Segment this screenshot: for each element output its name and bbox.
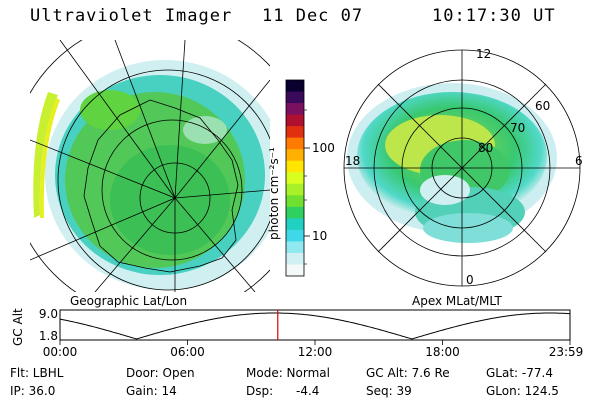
filter-status: Flt: LBHL [10,366,64,380]
glon-status: GLon: 124.5 [486,384,559,398]
colorbar-segment [286,126,304,139]
dsp-value: -4.4 [296,384,320,398]
mlat-label-60: 60 [535,99,550,113]
colorbar: 100 10 photon cm⁻²s⁻¹ [267,79,335,277]
mode-status: Mode: Normal [246,366,330,380]
timeline-xtick-1200: 12:00 [298,345,333,359]
door-status: Door: Open [126,366,195,380]
colorbar-segment [286,195,304,208]
gc-alt-status: GC Alt: 7.6 Re [366,366,450,380]
timeline-xtick-1800: 18:00 [425,345,460,359]
timeline-xtick-0600: 06:00 [170,345,205,359]
timeline-ytick-bottom: 1.8 [39,329,58,343]
colorbar-segment [286,229,304,242]
colorbar-segment [286,103,304,116]
mlt-lines [344,50,580,286]
colorbar-segment [286,137,304,150]
page-title: Ultraviolet Imager [30,6,233,26]
colorbar-segment [286,149,304,162]
mlat-label-70: 70 [510,121,525,135]
colorbar-segment [286,160,304,173]
image-date: 11 Dec 07 [262,6,364,26]
mlt-label-6: 6 [575,154,583,168]
colorbar-segment [286,183,304,196]
timeline-ylabel: GC Alt [11,308,25,346]
geographic-caption: Geographic Lat/Lon [70,294,187,308]
colorbar-segment [286,114,304,127]
colorbar-tick-10: 10 [312,229,327,243]
colorbar-segment [286,80,304,93]
ip-status: IP: 36.0 [10,384,56,398]
colorbar-tick-100: 100 [312,141,335,155]
latitude-circles [30,40,270,292]
mlat-label-80: 80 [478,141,493,155]
colorbar-segment [286,264,304,277]
gain-status: Gain: 14 [126,384,177,398]
colorbar-segment [286,206,304,219]
timeline-xtick-2359: 23:59 [549,345,584,359]
altitude-timeline: 9.0 1.8 GC Alt 00:00 06:00 12:00 18:00 2… [11,307,583,359]
colorbar-segment [286,218,304,231]
colorbar-segment [286,91,304,104]
colorbar-label: photon cm⁻²s⁻¹ [267,147,281,240]
image-time: 10:17:30 UT [432,6,556,26]
mlt-label-0: 0 [466,273,474,287]
colorbar-segment [286,252,304,265]
colorbar-segment [286,172,304,185]
timeline-xtick-0000: 00:00 [43,345,78,359]
colorbar-segment [286,241,304,254]
dsp-label: Dsp: [246,384,274,398]
apex-caption: Apex MLat/MLT [412,294,502,308]
timeline-ytick-top: 9.0 [39,307,58,321]
seq-status: Seq: 39 [366,384,412,398]
geographic-image [30,40,270,292]
mlt-label-12: 12 [476,47,491,61]
glat-status: GLat: -77.4 [486,366,553,380]
continent-outline [83,99,239,273]
magnetic-image: 12 18 6 0 60 70 80 [343,47,583,287]
altitude-curve [59,312,571,340]
mlt-label-18: 18 [345,154,360,168]
